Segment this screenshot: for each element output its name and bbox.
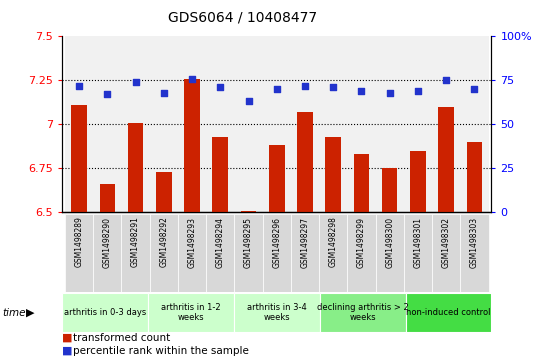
Point bbox=[131, 79, 140, 85]
Point bbox=[470, 86, 479, 92]
Text: GSM1498290: GSM1498290 bbox=[103, 216, 112, 268]
FancyBboxPatch shape bbox=[234, 293, 320, 332]
Point bbox=[414, 88, 422, 94]
FancyBboxPatch shape bbox=[404, 214, 432, 292]
Point bbox=[329, 85, 338, 90]
Point bbox=[75, 83, 83, 89]
Bar bbox=[291, 36, 319, 212]
FancyBboxPatch shape bbox=[262, 214, 291, 292]
Bar bbox=[71, 105, 87, 212]
Text: GSM1498289: GSM1498289 bbox=[75, 216, 84, 268]
Bar bbox=[206, 36, 234, 212]
Bar bbox=[326, 136, 341, 212]
Text: GSM1498300: GSM1498300 bbox=[385, 216, 394, 268]
Bar bbox=[460, 36, 489, 212]
Text: arthritis in 0-3 days: arthritis in 0-3 days bbox=[64, 308, 146, 317]
Bar bbox=[467, 142, 482, 212]
Point bbox=[188, 76, 197, 81]
Text: GSM1498298: GSM1498298 bbox=[329, 216, 338, 268]
FancyBboxPatch shape bbox=[406, 293, 491, 332]
Text: time: time bbox=[3, 307, 26, 318]
FancyBboxPatch shape bbox=[122, 214, 150, 292]
Bar bbox=[184, 78, 200, 212]
Point bbox=[103, 91, 112, 97]
Bar bbox=[241, 211, 256, 212]
Bar bbox=[150, 36, 178, 212]
Point bbox=[244, 98, 253, 104]
Point bbox=[216, 85, 225, 90]
Bar bbox=[432, 36, 460, 212]
Bar bbox=[128, 123, 143, 212]
Bar bbox=[269, 146, 285, 212]
FancyBboxPatch shape bbox=[376, 214, 404, 292]
Bar bbox=[319, 36, 347, 212]
Bar bbox=[297, 112, 313, 212]
FancyBboxPatch shape bbox=[148, 293, 234, 332]
Bar bbox=[382, 168, 397, 212]
Bar bbox=[234, 36, 262, 212]
Point bbox=[273, 86, 281, 92]
Text: declining arthritis > 2
weeks: declining arthritis > 2 weeks bbox=[317, 303, 408, 322]
Bar bbox=[156, 172, 172, 212]
FancyBboxPatch shape bbox=[460, 214, 489, 292]
Point bbox=[386, 90, 394, 95]
Bar bbox=[213, 136, 228, 212]
Bar bbox=[99, 184, 115, 212]
Text: ■: ■ bbox=[62, 346, 72, 356]
FancyBboxPatch shape bbox=[320, 293, 406, 332]
Bar bbox=[347, 36, 376, 212]
Text: arthritis in 3-4
weeks: arthritis in 3-4 weeks bbox=[247, 303, 307, 322]
Text: GSM1498299: GSM1498299 bbox=[357, 216, 366, 268]
Point bbox=[301, 83, 309, 89]
FancyBboxPatch shape bbox=[150, 214, 178, 292]
Text: GSM1498295: GSM1498295 bbox=[244, 216, 253, 268]
Text: transformed count: transformed count bbox=[73, 333, 170, 343]
FancyBboxPatch shape bbox=[65, 214, 93, 292]
Text: percentile rank within the sample: percentile rank within the sample bbox=[73, 346, 249, 356]
Point bbox=[442, 77, 450, 83]
Bar bbox=[65, 36, 93, 212]
Bar bbox=[438, 107, 454, 212]
FancyBboxPatch shape bbox=[291, 214, 319, 292]
Text: GSM1498292: GSM1498292 bbox=[159, 216, 168, 268]
Bar bbox=[376, 36, 404, 212]
Text: GSM1498301: GSM1498301 bbox=[414, 216, 422, 268]
Text: GSM1498294: GSM1498294 bbox=[216, 216, 225, 268]
Bar bbox=[262, 36, 291, 212]
Bar bbox=[122, 36, 150, 212]
Bar bbox=[354, 154, 369, 212]
Point bbox=[357, 88, 366, 94]
Bar bbox=[404, 36, 432, 212]
FancyBboxPatch shape bbox=[234, 214, 262, 292]
FancyBboxPatch shape bbox=[432, 214, 460, 292]
Bar bbox=[410, 151, 426, 212]
Text: GSM1498302: GSM1498302 bbox=[442, 216, 451, 268]
FancyBboxPatch shape bbox=[62, 293, 148, 332]
Text: GSM1498293: GSM1498293 bbox=[187, 216, 197, 268]
Text: GDS6064 / 10408477: GDS6064 / 10408477 bbox=[168, 11, 317, 25]
Text: GSM1498303: GSM1498303 bbox=[470, 216, 479, 268]
Text: GSM1498296: GSM1498296 bbox=[272, 216, 281, 268]
Text: ▶: ▶ bbox=[26, 307, 35, 318]
FancyBboxPatch shape bbox=[93, 214, 122, 292]
Text: ■: ■ bbox=[62, 333, 72, 343]
Bar bbox=[93, 36, 122, 212]
FancyBboxPatch shape bbox=[206, 214, 234, 292]
Text: GSM1498297: GSM1498297 bbox=[300, 216, 309, 268]
Text: non-induced control: non-induced control bbox=[406, 308, 491, 317]
FancyBboxPatch shape bbox=[319, 214, 347, 292]
Text: GSM1498291: GSM1498291 bbox=[131, 216, 140, 268]
FancyBboxPatch shape bbox=[178, 214, 206, 292]
Bar bbox=[178, 36, 206, 212]
Text: arthritis in 1-2
weeks: arthritis in 1-2 weeks bbox=[161, 303, 221, 322]
FancyBboxPatch shape bbox=[347, 214, 376, 292]
Point bbox=[159, 90, 168, 95]
